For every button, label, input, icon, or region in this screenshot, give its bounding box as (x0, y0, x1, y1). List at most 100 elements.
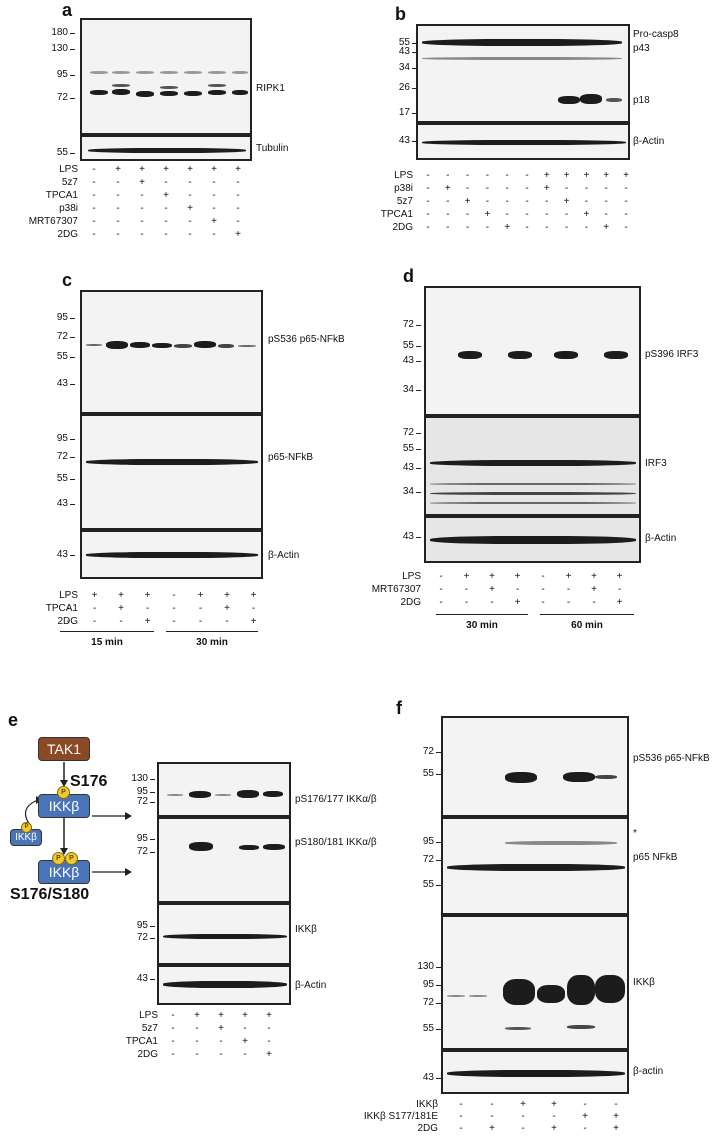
panel-e-marker: 95 (136, 833, 148, 844)
panel-f-band-label: IKKβ (633, 977, 655, 988)
panel-d-irf3-blot (424, 416, 641, 516)
treatment-cell: - (92, 603, 97, 614)
treatment-cell: + (616, 571, 623, 582)
marker-tick (150, 938, 155, 939)
treatment-cell: + (224, 603, 230, 614)
treatment-cell: + (197, 590, 204, 601)
treatment-cell: + (224, 590, 230, 601)
treatment-cell: - (251, 603, 256, 614)
panel-d-letter: d (403, 266, 414, 286)
treatment-cell: - (188, 216, 192, 227)
treatment-cell: - (92, 216, 96, 227)
treatment-cell: - (505, 170, 509, 181)
treatment-cell: - (212, 229, 216, 240)
panel-d-marker: 72 (402, 319, 414, 330)
treatment-cell: + (139, 164, 145, 175)
treatment-cell: - (236, 177, 240, 188)
phospho-icon: P (21, 822, 32, 833)
treatment-cell: + (591, 571, 597, 582)
treatment-cell: + (514, 571, 521, 582)
panel-e-marker: 72 (136, 932, 148, 943)
marker-tick (70, 457, 75, 458)
ikk-beta-dual-node: IKKβ (38, 860, 90, 884)
panel-f-band-label: pS536 p65-NFkB (633, 753, 710, 764)
marker-tick (412, 52, 417, 53)
marker-tick (150, 926, 155, 927)
marker-tick (70, 337, 75, 338)
treatment-cell: - (195, 1049, 199, 1060)
treatment-cell: - (583, 1099, 587, 1110)
marker-tick (436, 1029, 441, 1030)
panel-d-actin-blot (424, 516, 641, 563)
marker-tick (150, 779, 155, 780)
panel-b-band-label: p43 (633, 43, 650, 54)
treatment-cell: - (464, 584, 469, 595)
panel-c-15min-line (60, 631, 154, 632)
treatment-cell: - (439, 571, 443, 582)
panel-c-time-label: 15 min (91, 637, 123, 648)
marker-tick (412, 68, 417, 69)
panel-d-60min-line (540, 614, 634, 615)
treatment-cell: + (266, 1049, 272, 1060)
panel-e-band-label: IKKβ (295, 924, 317, 935)
treatment-cell: + (563, 170, 570, 181)
panel-b-actin-blot (416, 123, 630, 160)
panel-e-ikkb-blot (157, 903, 291, 965)
panel-e-marker: 130 (131, 773, 148, 784)
treatment-label: 5z7 (141, 1023, 158, 1034)
marker-tick (70, 555, 75, 556)
panel-c-marker: 43 (56, 498, 68, 509)
panel-c-actin-blot (80, 530, 263, 579)
treatment-cell: - (583, 1123, 587, 1134)
treatment-cell: - (243, 1049, 247, 1060)
panel-c-ps536-blot (80, 290, 263, 414)
treatment-cell: - (505, 196, 509, 207)
marker-tick (416, 346, 421, 347)
phospho-icon: P (52, 852, 65, 865)
treatment-label: TPCA1 (125, 1036, 158, 1047)
treatment-cell: + (464, 196, 471, 207)
treatment-label: IKKβ S177/181E (363, 1111, 438, 1122)
panel-d-ps396-blot (424, 286, 641, 416)
marker-tick (412, 88, 417, 89)
treatment-label: 2DG (137, 1049, 158, 1060)
panel-b-band-label: β-Actin (633, 136, 665, 147)
marker-tick (412, 141, 417, 142)
marker-tick (416, 361, 421, 362)
treatment-cell: - (490, 1099, 494, 1110)
treatment-label: TPCA1 (45, 190, 78, 201)
marker-tick (412, 113, 417, 114)
treatment-cell: - (236, 216, 240, 227)
panel-c-band-label: β-Actin (268, 550, 300, 561)
treatment-cell: + (211, 216, 217, 227)
panel-c-marker: 43 (56, 549, 68, 560)
treatment-cell: - (439, 584, 443, 595)
marker-tick (416, 537, 421, 538)
treatment-cell: + (235, 229, 241, 240)
treatment-cell: - (116, 229, 120, 240)
treatment-cell: - (505, 183, 509, 194)
panel-f-marker: 55 (422, 1023, 434, 1034)
panel-f-marker: 43 (422, 1072, 434, 1083)
treatment-cell: + (514, 597, 521, 608)
treatment-cell: - (624, 183, 628, 194)
treatment-cell: + (250, 616, 257, 627)
treatment-label: p38i (59, 203, 78, 214)
treatment-cell: - (624, 222, 628, 233)
panel-f-marker: 72 (422, 746, 434, 757)
panel-c-letter: c (62, 270, 73, 290)
treatment-cell: - (172, 603, 176, 614)
panel-c-marker: 72 (56, 331, 68, 342)
treatment-label: 2DG (400, 597, 421, 608)
panel-e-ps180-blot (157, 817, 291, 903)
treatment-cell: - (119, 616, 123, 627)
treatment-cell: - (459, 1111, 463, 1122)
treatment-cell: - (485, 183, 490, 194)
treatment-cell: + (543, 183, 550, 194)
panel-b-marker: 43 (398, 135, 410, 146)
treatment-cell: - (66, 616, 70, 627)
treatment-cell: + (504, 222, 511, 233)
treatment-cell: - (564, 183, 569, 194)
marker-tick (436, 752, 441, 753)
treatment-cell: - (212, 203, 216, 214)
